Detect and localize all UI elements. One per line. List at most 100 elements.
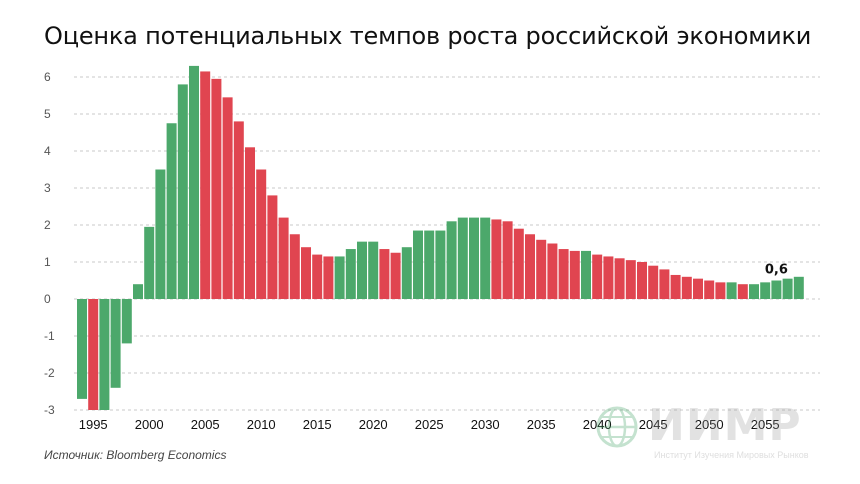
bar (569, 250, 580, 299)
bar (233, 121, 244, 300)
bar (166, 123, 177, 299)
x-axis-ticks: 1995 2000 2005 2010 2015 2020 2025 2030 2035 2040… (79, 417, 780, 432)
bar (155, 169, 166, 299)
bar (491, 219, 502, 299)
bar (760, 282, 771, 299)
bar (177, 84, 188, 300)
y-tick-label: -1 (44, 329, 55, 343)
bar (625, 260, 636, 299)
bar (121, 299, 132, 344)
bar (749, 284, 759, 299)
bar (301, 247, 311, 299)
bar (592, 254, 603, 299)
y-tick-label: 4 (44, 144, 51, 158)
bar (446, 221, 457, 299)
bar (648, 265, 659, 299)
bar (189, 65, 199, 300)
y-tick-label: 1 (44, 255, 51, 269)
x-tick-label: 2010 (247, 417, 276, 432)
bar (390, 252, 401, 299)
x-tick-label: 2035 (527, 417, 556, 432)
bar (323, 256, 334, 299)
bar (782, 278, 793, 299)
watermark-subtitle: Институт Изучения Мировых Рынков (654, 450, 809, 460)
bar (637, 262, 647, 299)
bar (110, 299, 121, 388)
x-tick-label: 1995 (79, 417, 108, 432)
x-tick-label: 2030 (471, 417, 500, 432)
x-tick-label: 2050 (695, 417, 724, 432)
bar (659, 269, 670, 299)
bar (401, 247, 412, 299)
bar (413, 230, 423, 299)
bar (435, 230, 446, 299)
bar (681, 276, 692, 299)
bar (581, 250, 591, 299)
bar (480, 217, 491, 299)
watermark-name: ИИМР (648, 400, 802, 451)
chart-title: Оценка потенциальных темпов роста россий… (44, 22, 812, 50)
y-tick-label: 6 (44, 70, 51, 84)
bar (267, 195, 278, 299)
bar (603, 256, 614, 299)
x-tick-label: 2005 (191, 417, 220, 432)
bar (88, 299, 99, 410)
bar (357, 241, 367, 299)
y-tick-label: 2 (44, 218, 51, 232)
source-note: Источник: Bloomberg Economics (44, 448, 227, 462)
bar (771, 280, 782, 299)
bar (77, 299, 87, 399)
x-tick-label: 2055 (751, 417, 780, 432)
watermark: ИИМР Институт Изучения Мировых Рынков (596, 400, 826, 466)
bar (211, 78, 222, 299)
y-tick-label: 5 (44, 107, 51, 121)
bar (457, 217, 468, 299)
bar (614, 258, 625, 299)
bar (469, 217, 479, 299)
bar (424, 230, 435, 299)
bar (513, 228, 524, 299)
bar (726, 282, 737, 299)
bar (200, 71, 211, 299)
bar (289, 234, 300, 299)
y-tick-label: 0 (44, 292, 51, 306)
bar (704, 280, 715, 299)
bar (334, 256, 345, 299)
x-tick-label: 2015 (303, 417, 332, 432)
bar (133, 284, 143, 299)
bar (368, 241, 379, 299)
bar (99, 299, 110, 410)
bar (670, 274, 681, 299)
bar (312, 254, 323, 299)
bar-chart: 6 5 4 3 2 1 0 -1 -2 -3 1995 2000 2005 2010 2015 2020 20… (44, 65, 820, 432)
bar (793, 276, 804, 299)
bar (547, 243, 558, 299)
bar (256, 169, 267, 299)
x-tick-label: 2000 (135, 417, 164, 432)
bars (77, 65, 804, 410)
globe-icon (596, 406, 638, 448)
bar (144, 226, 155, 299)
x-tick-label: 2025 (415, 417, 444, 432)
y-axis-ticks: 6 5 4 3 2 1 0 -1 -2 -3 (44, 70, 55, 417)
x-tick-label: 2020 (359, 417, 388, 432)
bar (715, 282, 726, 299)
x-tick-label: 2045 (639, 417, 668, 432)
bar (536, 239, 547, 299)
bar (222, 97, 233, 299)
bar (693, 278, 703, 299)
bar (379, 249, 390, 299)
bar (502, 221, 513, 299)
y-tick-label: -2 (44, 366, 55, 380)
bar (737, 284, 748, 299)
data-label: 0,6 (765, 263, 788, 278)
bar (278, 217, 289, 299)
x-tick-label: 2040 (583, 417, 612, 432)
bar (525, 234, 535, 299)
bar (245, 147, 255, 299)
y-tick-label: 3 (44, 181, 51, 195)
y-tick-label: -3 (44, 403, 55, 417)
data-labels: 0,6 (765, 263, 788, 278)
bar (558, 249, 569, 299)
bar (345, 249, 356, 299)
